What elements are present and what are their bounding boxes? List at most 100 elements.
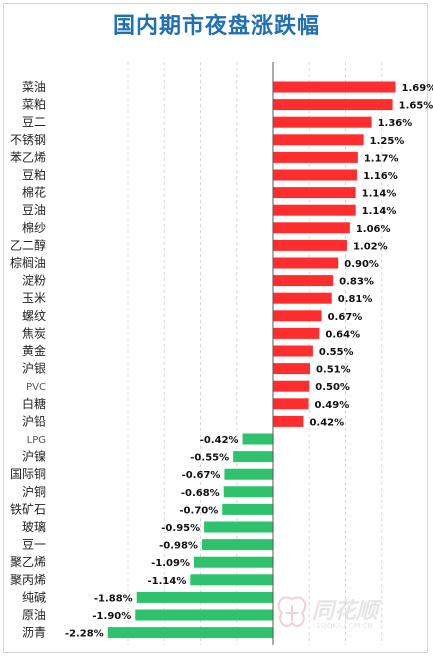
bar [201,539,273,551]
bar [273,204,356,216]
bar [273,398,309,410]
data-label: -1.90% [92,611,131,622]
category-label: 聚乙烯 [10,555,46,569]
data-label: 0.90% [344,259,379,270]
bar [273,81,396,93]
data-label: 0.51% [316,365,351,376]
bar [204,521,273,533]
data-label: -2.28% [65,629,104,640]
category-label: 豆油 [22,203,46,217]
category-label: 螺纹 [22,309,46,323]
bar [273,134,364,146]
data-label: -1.14% [148,576,187,587]
category-label: 棉花 [22,185,46,200]
bar [273,415,304,427]
data-label: -1.88% [94,593,133,604]
category-label: 苯乙烯 [10,150,46,164]
category-label: 棉纱 [22,221,46,235]
bar [273,99,393,111]
bar [223,486,273,498]
bar [273,257,339,269]
category-label: 沪镍 [22,450,46,464]
data-label: 1.17% [364,153,399,164]
flower-logo-icon [277,596,307,627]
category-label: 乙二醇 [10,237,46,252]
data-label: 1.65% [399,101,433,112]
category-label: PVC [26,382,46,393]
category-label: LPG [27,435,46,446]
data-label: -0.68% [181,488,220,499]
data-label: -0.70% [179,505,218,516]
bar [273,292,332,304]
bar [233,451,273,463]
bar [135,609,273,621]
data-label: 1.06% [356,224,391,235]
data-label: 1.16% [363,171,398,182]
category-label: 淀粉 [22,274,46,288]
data-label: 1.14% [362,189,397,200]
bar [273,169,358,181]
category-label: 纯碱 [22,590,46,604]
category-label: 沪铜 [22,484,46,499]
category-label: 菜粕 [22,97,46,112]
category-label: 菜油 [22,80,46,94]
data-label: 1.69% [402,83,433,94]
data-label: 0.81% [338,294,373,305]
watermark: 同花顺 10JQKA.COM.CN [272,591,422,639]
bar [193,556,273,568]
chart-title: 国内期市夜盘涨跌幅 [112,14,320,39]
bar [107,627,273,639]
category-label: 沪银 [22,362,46,376]
data-label: -0.55% [190,453,229,464]
data-label: -0.98% [159,541,198,552]
data-label: 1.14% [362,206,397,217]
data-label: 0.42% [309,417,344,428]
bar [273,380,310,392]
category-label: 豆二 [22,115,46,129]
bar [273,310,322,322]
category-label: 焦炭 [22,326,46,340]
category-label: 黄金 [22,343,46,358]
category-label: 豆一 [22,538,46,552]
data-label: 1.02% [353,241,388,252]
data-label: -0.42% [200,435,239,446]
bar [273,275,334,287]
watermark-subtext: 10JQKA.COM.CN [316,622,373,630]
data-label: 0.55% [319,347,354,358]
bar [273,187,356,199]
data-label: 0.49% [315,400,350,411]
category-label: 玻璃 [22,520,46,534]
watermark-text: 同花顺 [312,599,379,624]
data-label: 0.50% [315,382,350,393]
category-label: 不锈钢 [10,133,46,147]
bar [136,591,273,603]
data-label: -1.09% [151,558,190,569]
data-label: 0.64% [325,329,360,340]
bar [190,574,273,586]
data-label: -0.67% [182,470,221,481]
bar [273,222,350,234]
category-label: 聚丙烯 [10,573,46,587]
category-label: 国际铜 [10,466,46,481]
category-label: 棕榈油 [10,255,46,270]
bar [273,363,310,375]
bar [273,151,358,163]
bar [273,345,313,357]
category-label: 沪铅 [22,414,46,428]
bar [273,239,347,251]
bar [222,503,273,515]
category-label: 原油 [22,608,46,622]
category-label: 沥青 [22,626,46,640]
bar [224,468,273,480]
data-label: 1.25% [370,136,405,147]
bar [242,433,273,445]
category-label: 白糖 [22,396,46,411]
data-label: 1.36% [378,118,413,129]
category-label: 豆粕 [22,167,46,182]
bar [273,327,320,339]
data-label: -0.95% [161,523,200,534]
category-label: 玉米 [22,291,46,305]
bar [273,116,372,128]
category-label: 铁矿石 [10,502,46,516]
